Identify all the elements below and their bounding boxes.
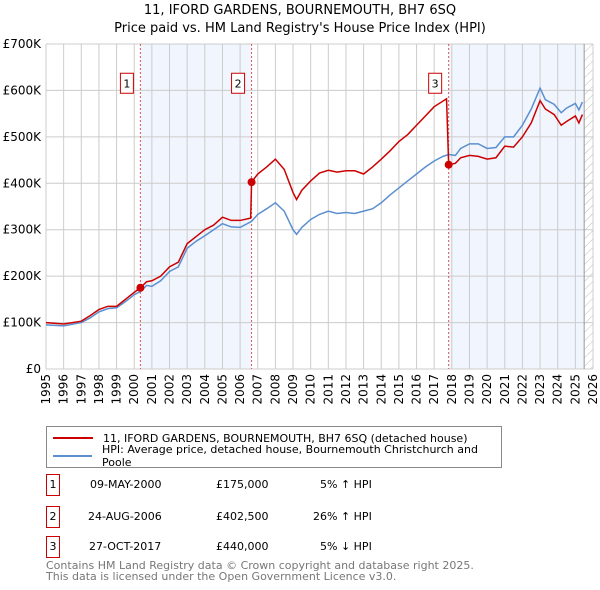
red-line-swatch — [53, 437, 93, 439]
sale-hpi-diff: 5% ↑ HPI — [320, 478, 372, 491]
forecast-hatch — [584, 44, 593, 369]
x-tick-label: 2007 — [251, 374, 265, 405]
legend-item-property: 11, IFORD GARDENS, BOURNEMOUTH, BH7 6SQ … — [53, 429, 468, 447]
x-tick-label: 2009 — [286, 374, 300, 405]
sale-marker-box: 1 — [46, 474, 60, 496]
x-tick-label: 2015 — [392, 374, 406, 405]
sale-label-box — [119, 72, 134, 94]
sale-hpi-diff: 5% ↓ HPI — [320, 540, 372, 553]
sale-date: 27-OCT-2017 — [89, 540, 162, 553]
x-tick-label: 2010 — [304, 374, 318, 405]
y-tick-label: £300K — [3, 223, 43, 237]
legend-label: 11, IFORD GARDENS, BOURNEMOUTH, BH7 6SQ … — [103, 431, 468, 445]
x-tick-label: 2005 — [215, 374, 229, 405]
chart-subtitle: Price paid vs. HM Land Registry's House … — [114, 21, 486, 36]
x-tick-label: 2023 — [533, 374, 547, 405]
sale-row: 1 09-MAY-2000 £175,000 5% ↑ HPI — [46, 474, 546, 496]
legend-item-hpi: HPI: Average price, detached house, Bour… — [53, 443, 501, 469]
y-tick-label: £0 — [26, 362, 41, 376]
y-tick-label: £100K — [3, 316, 43, 330]
x-tick-label: 2006 — [233, 374, 247, 405]
sale-point — [247, 178, 256, 187]
x-tick-label: 2021 — [498, 374, 512, 405]
sale-price: £402,500 — [216, 510, 269, 523]
footer-line: Contains HM Land Registry data © Crown c… — [46, 559, 474, 572]
sale-date: 09-MAY-2000 — [90, 478, 162, 491]
y-tick-label: £500K — [3, 130, 43, 144]
sale-price: £440,000 — [216, 540, 269, 553]
x-tick-label: 2020 — [480, 374, 494, 405]
x-tick-label: 2002 — [163, 374, 177, 405]
x-tick-label: 2024 — [551, 374, 565, 405]
sale-point — [444, 160, 453, 169]
sale-label-box — [231, 72, 246, 94]
property-price-line — [45, 97, 584, 325]
legend-label: HPI: Average price, detached house, Bour… — [102, 443, 478, 469]
x-tick-label: 1999 — [110, 374, 124, 405]
price-chart: 1 2 3 1995 1996 1997 1998 1999 2000 2001 2002 2003 2… — [3, 37, 600, 405]
x-tick-label: 2003 — [180, 374, 194, 405]
y-tick-label: £200K — [3, 269, 43, 283]
sale-label-box — [428, 72, 443, 94]
x-tick-label: 1996 — [57, 374, 71, 405]
sale-marker-box: 2 — [46, 506, 60, 528]
sale-label: 3 — [432, 77, 439, 90]
sale-label: 1 — [123, 77, 130, 90]
blue-line-swatch — [53, 455, 93, 457]
x-tick-label: 2016 — [410, 374, 424, 405]
x-tick-label: 2008 — [268, 374, 282, 405]
x-tick-label: 2001 — [145, 374, 159, 405]
sale-date: 24-AUG-2006 — [88, 510, 162, 523]
x-tick-label: 2018 — [445, 374, 459, 405]
sale-row: 2 24-AUG-2006 £402,500 26% ↑ HPI — [46, 506, 546, 528]
shaded-region — [140, 44, 252, 369]
footer: Contains HM Land Registry data © Crown c… — [46, 560, 474, 582]
x-tick-label: 2011 — [321, 374, 335, 405]
sale-point — [136, 283, 145, 292]
x-tick-label: 2004 — [198, 374, 212, 405]
y-tick-label: £600K — [3, 83, 43, 97]
x-tick-label: 1995 — [39, 374, 53, 405]
x-tick-label: 2000 — [127, 374, 141, 405]
x-tick-label: 1997 — [74, 374, 88, 405]
x-tick-label: 2019 — [462, 374, 476, 405]
y-tick-label: £400K — [3, 176, 43, 190]
sale-label: 2 — [235, 77, 242, 90]
x-tick-label: 2025 — [568, 374, 582, 405]
x-tick-label: 2026 — [586, 374, 600, 405]
chart-title: 11, IFORD GARDENS, BOURNEMOUTH, BH7 6SQ — [143, 3, 457, 18]
x-tick-label: 1998 — [92, 374, 106, 405]
hpi-line — [45, 86, 584, 327]
sale-hpi-diff: 26% ↑ HPI — [313, 510, 372, 523]
sale-price: £175,000 — [216, 478, 269, 491]
footer-line: This data is licensed under the Open Gov… — [46, 570, 397, 583]
x-tick-label: 2013 — [357, 374, 371, 405]
x-tick-label: 2022 — [515, 374, 529, 405]
x-tick-label: 2012 — [339, 374, 353, 405]
x-tick-label: 2017 — [427, 374, 441, 405]
y-tick-label: £700K — [3, 37, 43, 51]
sale-row: 3 27-OCT-2017 £440,000 5% ↓ HPI — [46, 536, 546, 558]
x-tick-label: 2014 — [374, 374, 388, 405]
sale-marker-box: 3 — [46, 536, 60, 558]
shaded-region — [448, 44, 585, 369]
chart-legend: 11, IFORD GARDENS, BOURNEMOUTH, BH7 6SQ … — [46, 426, 502, 469]
